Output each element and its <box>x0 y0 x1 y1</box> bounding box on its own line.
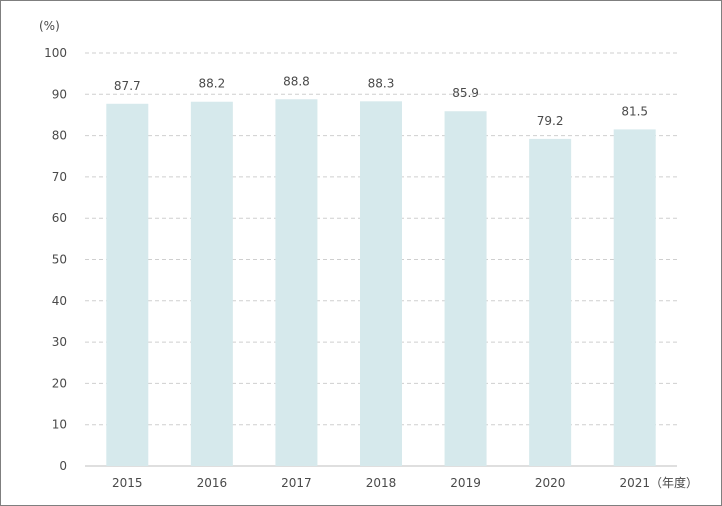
bars <box>106 99 656 467</box>
bar-2021 <box>613 129 656 466</box>
data-label-2018: 88.3 <box>368 76 395 90</box>
data-labels: 87.7 88.2 88.8 88.3 85.9 79.2 81.5 <box>114 74 648 128</box>
data-label-2016: 88.2 <box>198 77 225 91</box>
y-tick-label-80: 80 <box>52 129 67 143</box>
y-tick-label-0: 0 <box>59 459 67 473</box>
data-label-2015: 87.7 <box>114 79 141 93</box>
x-axis-unit: （年度） <box>650 475 698 490</box>
x-tick-label-2018: 2018 <box>366 476 397 490</box>
y-tick-label-30: 30 <box>52 335 67 349</box>
y-tick-label-60: 60 <box>52 211 67 225</box>
bar-2019 <box>444 111 487 466</box>
y-tick-label-40: 40 <box>52 294 67 308</box>
y-tick-label-70: 70 <box>52 170 67 184</box>
bar-2020 <box>529 138 572 467</box>
x-tick-label-2015: 2015 <box>112 476 143 490</box>
y-axis-unit: (%) <box>39 19 60 33</box>
bar-2016 <box>190 101 233 466</box>
y-axis: 0 10 20 30 40 50 60 70 80 90 100 <box>44 46 67 473</box>
y-tick-label-20: 20 <box>52 376 67 390</box>
x-tick-label-2020: 2020 <box>535 476 566 490</box>
data-label-2017: 88.8 <box>283 74 310 88</box>
y-tick-label-10: 10 <box>52 418 67 432</box>
bar-2017 <box>275 99 318 467</box>
data-label-2019: 85.9 <box>452 86 479 100</box>
y-tick-label-90: 90 <box>52 87 67 101</box>
bar-2015 <box>106 103 149 466</box>
y-tick-label-100: 100 <box>44 46 67 60</box>
x-tick-label-2016: 2016 <box>197 476 228 490</box>
x-tick-label-2021: 2021 <box>619 476 650 490</box>
bar-2018 <box>360 101 402 467</box>
x-tick-label-2017: 2017 <box>281 476 312 490</box>
y-tick-label-50: 50 <box>52 253 67 267</box>
data-label-2020: 79.2 <box>537 114 564 128</box>
x-axis: 2015 2016 2017 2018 2019 2020 2021 <box>112 476 650 490</box>
data-label-2021: 81.5 <box>621 104 648 118</box>
x-tick-label-2019: 2019 <box>450 476 481 490</box>
